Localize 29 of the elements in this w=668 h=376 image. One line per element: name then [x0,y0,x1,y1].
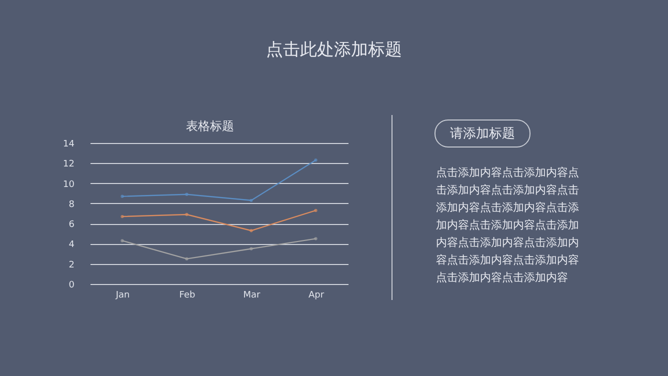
x-tick-label: Apr [308,290,324,300]
point [185,257,188,260]
y-tick-label: 4 [68,240,75,250]
x-tick-label: Mar [243,290,261,300]
text: 请添加标题 [450,126,515,142]
y-tick-label: 14 [63,140,75,150]
line-series [120,158,318,202]
y-tick-label: 10 [63,180,75,190]
x-tick-label: Feb [179,290,196,300]
point [185,192,188,196]
point [250,198,253,202]
point [314,237,318,240]
y-tick-label: 2 [68,260,74,270]
y-tick-label: 0 [68,280,75,290]
text: 点击添加内容点击添加内容点击添加内容点击添加内容点击添加内容点击添加内容点击添加内容点击添加内容点击添加内容点击添加内容点击添加内容点击添加内容点击添加内容点击添加内容点击添加内容 [436,166,579,284]
x-tick-label: Jan [114,290,130,300]
point [120,194,124,198]
point [120,214,124,218]
chart-title: 点击此处添加标题 [266,40,402,60]
point [250,247,253,250]
point [314,208,318,212]
y-tick-label: 12 [63,160,74,170]
point [185,212,188,216]
point [250,229,253,232]
y-tick-label: 8 [68,200,75,210]
chart-subtitle: 表格标题 [186,119,234,133]
point [120,239,124,242]
point [314,158,318,162]
y-tick-label: 6 [68,220,75,230]
